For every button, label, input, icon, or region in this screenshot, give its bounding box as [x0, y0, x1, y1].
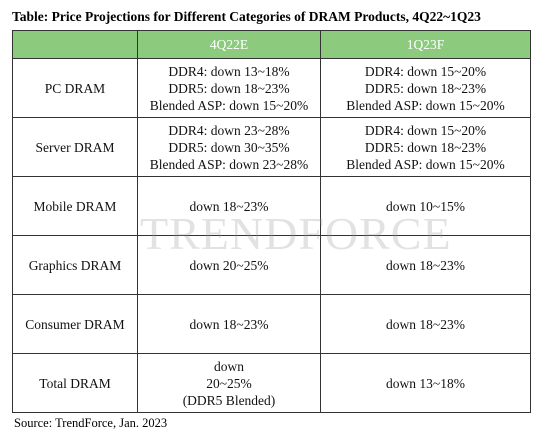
- cell-line: down: [214, 358, 244, 374]
- table-cell: down 18~23%: [320, 235, 531, 295]
- cell-line: DDR5: down 18~23%: [364, 139, 487, 155]
- cell-line: Blended ASP: down 15~20%: [346, 97, 505, 113]
- header-cell: 1Q23F: [320, 30, 531, 59]
- table-cell: down 18~23%: [137, 294, 321, 354]
- cell-line: DDR5: down 18~23%: [168, 80, 290, 96]
- cell-line: down 18~23%: [386, 316, 465, 332]
- cell-line: DDR4: down 15~20%: [364, 122, 487, 138]
- cell-line: down 18~23%: [189, 198, 269, 214]
- table-row: Total DRAM down 20~25% (DDR5 Blended) down 1…: [12, 353, 531, 413]
- header-cell: 4Q22E: [137, 30, 321, 59]
- table-cell: down 20~25%: [137, 235, 321, 295]
- table-row: PC DRAM DDR4: down 13~18% DDR5: down 18~23…: [12, 58, 531, 118]
- cell-line: down 20~25%: [189, 257, 269, 273]
- table-row: Mobile DRAM down 18~23% down 10~15%: [12, 176, 531, 236]
- source-note: Source: TrendForce, Jan. 2023: [14, 416, 168, 430]
- table-cell: DDR4: down 15~20% DDR5: down 18~23% Blende…: [320, 117, 531, 177]
- cell-line: Blended ASP: down 15~20%: [346, 156, 505, 172]
- table-cell: down 13~18%: [320, 353, 531, 413]
- cell-line: down 18~23%: [386, 257, 465, 273]
- table-cell: down 10~15%: [320, 176, 531, 236]
- row-label: Total DRAM: [12, 353, 138, 413]
- table-cell: DDR4: down 13~18% DDR5: down 18~23% Blende…: [137, 58, 321, 118]
- price-table: 4Q22E 1Q23F PC DRAM DDR4: down 13~18% DDR5: …: [12, 30, 531, 413]
- cell-line: DDR5: down 18~23%: [364, 80, 487, 96]
- header-cell: [12, 30, 138, 59]
- table-cell: DDR4: down 23~28% DDR5: down 30~35% Blende…: [137, 117, 321, 177]
- cell-line: 20~25%: [206, 375, 252, 391]
- cell-line: Blended ASP: down 15~20%: [149, 97, 309, 113]
- table-cell: down 18~23%: [137, 176, 321, 236]
- cell-line: down 13~18%: [386, 375, 465, 391]
- cell-line: Blended ASP: down 23~28%: [149, 156, 309, 172]
- cell-line: down 10~15%: [386, 198, 465, 214]
- cell-line: DDR4: down 13~18%: [168, 63, 290, 79]
- cell-line: DDR4: down 15~20%: [364, 63, 487, 79]
- table-title: Table: Price Projections for Different C…: [12, 9, 481, 24]
- cell-line: (DDR5 Blended): [182, 392, 276, 408]
- row-label: Consumer DRAM: [12, 294, 138, 354]
- header-row: 4Q22E 1Q23F: [12, 30, 531, 59]
- row-label: Server DRAM: [12, 117, 138, 177]
- row-label: Graphics DRAM: [12, 235, 138, 295]
- table-row: Server DRAM DDR4: down 23~28% DDR5: down 3…: [12, 117, 531, 177]
- cell-line: DDR5: down 30~35%: [168, 139, 290, 155]
- table-cell: down 20~25% (DDR5 Blended): [137, 353, 321, 413]
- table-row: Consumer DRAM down 18~23% down 18~23%: [12, 294, 531, 354]
- row-label: Mobile DRAM: [12, 176, 138, 236]
- table-row: Graphics DRAM down 20~25% down 18~23%: [12, 235, 531, 295]
- table-cell: DDR4: down 15~20% DDR5: down 18~23% Blende…: [320, 58, 531, 118]
- table-cell: down 18~23%: [320, 294, 531, 354]
- row-label: PC DRAM: [12, 58, 138, 118]
- cell-line: DDR4: down 23~28%: [168, 122, 290, 138]
- cell-line: down 18~23%: [189, 316, 269, 332]
